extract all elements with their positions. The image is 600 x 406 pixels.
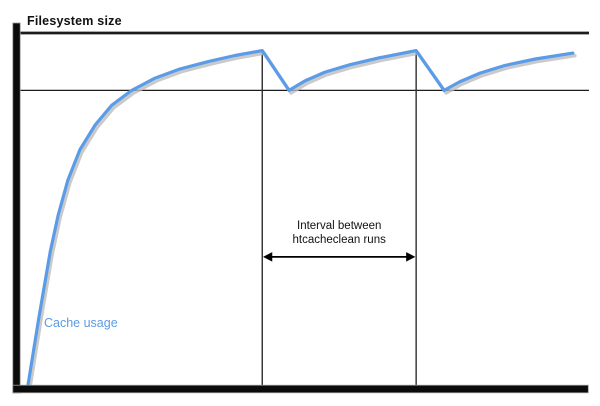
interval-annotation-line1: Interval between [297,220,382,232]
cache-usage-label: Cache usage [44,316,118,330]
interval-annotation: Interval between htcacheclean runs [262,220,416,247]
interval-arrow-left-head [263,252,273,262]
interval-arrow-right-head [406,252,416,262]
filesystem-size-label: Filesystem size [27,14,122,28]
interval-annotation-line2: htcacheclean runs [292,233,386,246]
interval-arrow [263,252,416,262]
x-axis [12,384,589,394]
cache-usage-curve [26,49,575,387]
cache-usage-curve-shadow [28,51,577,390]
y-axis [12,22,21,394]
